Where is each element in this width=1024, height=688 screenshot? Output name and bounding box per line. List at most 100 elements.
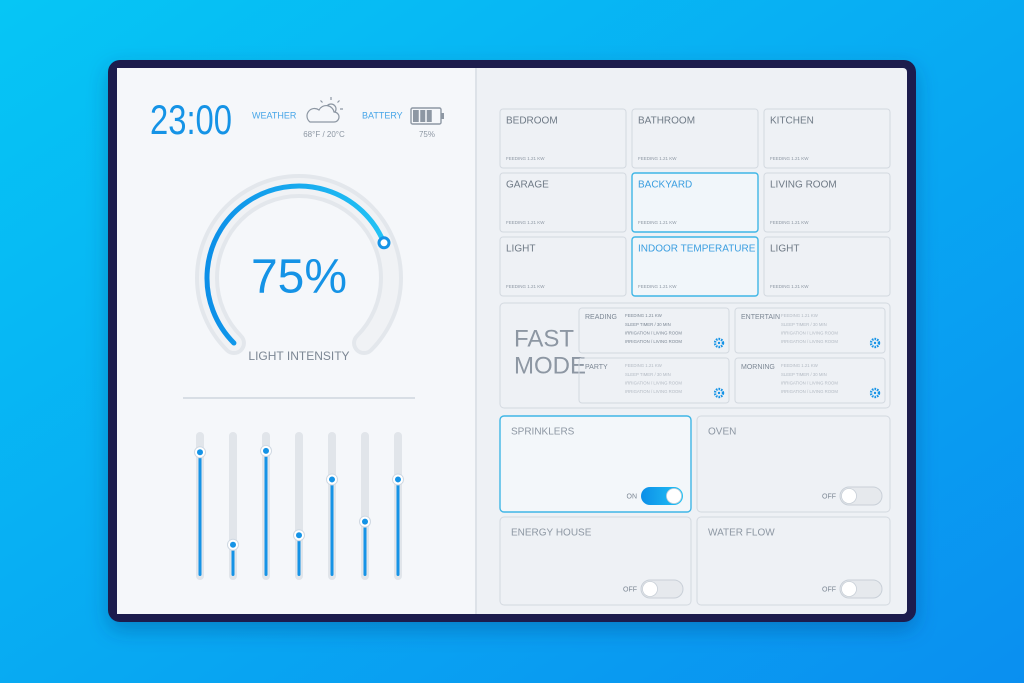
mode-gear-hub: [873, 341, 877, 345]
toggle-state: ON: [627, 493, 638, 500]
room-name: LIVING ROOM: [770, 180, 837, 191]
slider-fill: [297, 535, 301, 576]
slider-fill: [363, 521, 367, 576]
mode-line: IRRIGATION / LIVING ROOM: [781, 331, 838, 336]
room-name: LIGHT: [506, 244, 535, 255]
toggle-state: OFF: [822, 493, 836, 500]
room-detail: FEEDING 1.21 KW: [638, 156, 677, 161]
switch-card: [696, 516, 891, 606]
slider-track: [295, 432, 303, 580]
room-detail: FEEDING 1.21 KW: [638, 284, 677, 289]
slider-track: [361, 432, 369, 580]
mode-line: FEEDING 1.21 KW: [625, 363, 663, 368]
mode-card[interactable]: [734, 307, 886, 354]
weather-icon: [306, 97, 343, 123]
room-card[interactable]: [499, 172, 627, 233]
switch-name: SPRINKLERS: [511, 427, 575, 438]
mode-line: SLEEP TIMER / 30 MIN: [781, 322, 827, 327]
slider-fill: [264, 450, 268, 576]
mode-card[interactable]: [578, 307, 730, 354]
toggle-state: OFF: [623, 586, 637, 593]
mode-gear[interactable]: [713, 387, 725, 399]
slider-knob-dot: [197, 449, 203, 456]
gauge-face: [219, 198, 379, 358]
mode-name: ENTERTAIN: [741, 314, 780, 321]
battery-tip: [441, 113, 444, 119]
slider-knob-dot: [263, 447, 269, 454]
room-card[interactable]: [763, 108, 891, 169]
weather-label: WEATHER: [252, 110, 297, 120]
mode-gear[interactable]: [869, 387, 881, 399]
slider-knob-dot: [329, 476, 335, 483]
room-name: BEDROOM: [506, 116, 558, 127]
slider-fill: [330, 479, 334, 576]
battery-level: [413, 110, 433, 122]
room-name: LIGHT: [770, 244, 799, 255]
mode-line: IRRIGATION / LIVING ROOM: [781, 381, 838, 386]
room-card[interactable]: [499, 236, 627, 297]
slider-knob-dot: [395, 476, 401, 483]
room-card[interactable]: [763, 172, 891, 233]
battery-label: BATTERY: [362, 110, 403, 120]
slider-knob-dot: [296, 532, 302, 539]
room-detail: FEEDING 1.21 KW: [770, 156, 809, 161]
mode-line: IRRIGATION / LIVING ROOM: [781, 389, 838, 394]
gauge-knob: [377, 236, 391, 250]
mode-line: SLEEP TIMER / 30 MIN: [781, 372, 827, 377]
room-name: KITCHEN: [770, 116, 814, 127]
toggle-knob: [841, 488, 857, 504]
slider-fill: [231, 544, 235, 576]
room-detail: FEEDING 1.21 KW: [770, 220, 809, 225]
mode-name: READING: [585, 314, 617, 321]
switch-name: ENERGY HOUSE: [511, 528, 592, 539]
fast-mode-box: [499, 302, 891, 409]
battery-value: 75%: [419, 130, 435, 139]
mode-line: IRRIGATION / LIVING ROOM: [625, 381, 682, 386]
room-name: BACKYARD: [638, 180, 692, 191]
mode-gear-hub: [873, 391, 877, 395]
mode-name: PARTY: [585, 364, 608, 371]
gauge-value: 75%: [251, 251, 347, 304]
switch-card: [499, 516, 692, 606]
fast-mode-title: MODE: [514, 352, 586, 379]
fast-mode-title: FAST: [514, 325, 574, 352]
gauge-title: LIGHT INTENSITY: [248, 349, 349, 363]
mode-card[interactable]: [578, 357, 730, 404]
mode-line: SLEEP TIMER / 30 MIN: [625, 322, 671, 327]
room-name: INDOOR TEMPERATURE: [638, 244, 756, 255]
slider-fill: [198, 452, 202, 576]
mode-card[interactable]: [734, 357, 886, 404]
slider-knob-dot: [230, 541, 236, 548]
mode-gear-hub: [717, 341, 721, 345]
room-card[interactable]: [631, 108, 759, 169]
switch-name: WATER FLOW: [708, 528, 775, 539]
toggle-state: OFF: [822, 586, 836, 593]
room-name: BATHROOM: [638, 116, 695, 127]
room-card[interactable]: [631, 172, 759, 233]
room-card[interactable]: [631, 236, 759, 297]
weather-value: 68°F / 20°C: [303, 130, 345, 139]
gauge-arc: [204, 183, 387, 346]
switch-card: [499, 415, 692, 513]
mode-gear[interactable]: [869, 337, 881, 349]
room-card[interactable]: [763, 236, 891, 297]
mode-line: IRRIGATION / LIVING ROOM: [625, 339, 682, 344]
mode-line: FEEDING 1.21 KW: [781, 313, 819, 318]
switch-name: OVEN: [708, 427, 736, 438]
slider-knob-dot: [362, 518, 368, 525]
room-name: GARAGE: [506, 180, 549, 191]
mode-line: FEEDING 1.21 KW: [625, 313, 663, 318]
mode-gear[interactable]: [713, 337, 725, 349]
clock: 23:00: [150, 96, 232, 143]
slider-fill: [396, 479, 400, 576]
toggle-knob: [666, 488, 682, 504]
room-detail: FEEDING 1.21 KW: [770, 284, 809, 289]
mode-line: FEEDING 1.21 KW: [781, 363, 819, 368]
mode-line: IRRIGATION / LIVING ROOM: [781, 339, 838, 344]
toggle-knob: [841, 581, 857, 597]
mode-line: IRRIGATION / LIVING ROOM: [625, 389, 682, 394]
switch-card: [696, 415, 891, 513]
room-card[interactable]: [499, 108, 627, 169]
